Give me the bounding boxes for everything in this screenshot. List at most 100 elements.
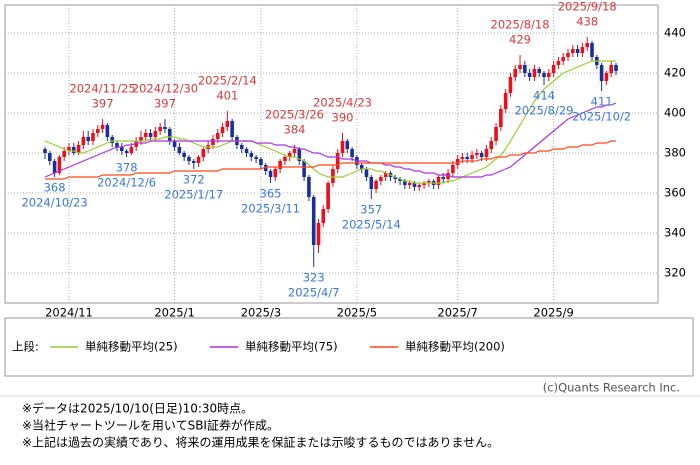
candle-body [105, 125, 110, 137]
legend-label: 単純移動平均(75) [245, 340, 338, 354]
legend-box [4, 317, 694, 377]
candle-body [167, 129, 172, 141]
candle-body [436, 177, 441, 185]
high-date-label: 2024/11/25 [69, 82, 135, 96]
high-value-label: 384 [284, 123, 306, 137]
low-date-label: 2025/8/29 [515, 104, 574, 118]
candle-body [460, 157, 465, 159]
moving-average-line [44, 102, 617, 178]
candle-body [143, 133, 148, 137]
candle-body [470, 155, 474, 159]
candle-body [374, 181, 378, 189]
candle-body [191, 161, 196, 163]
candle-body [422, 183, 426, 185]
legend-label: 単純移動平均(200) [405, 340, 505, 354]
plot-frame [4, 4, 659, 304]
candle-body [575, 49, 580, 53]
candle-body [134, 141, 138, 147]
candle-body [297, 149, 302, 161]
y-tick-label: 440 [664, 26, 686, 40]
candle-body [124, 151, 129, 153]
candle-body [494, 127, 498, 141]
candle-body [599, 65, 604, 81]
x-tick-label: 2025/9 [533, 306, 573, 320]
candle-body [86, 137, 90, 141]
candle-body [139, 137, 143, 141]
candle-body [451, 165, 455, 173]
candle-body [427, 181, 431, 183]
candle-body [47, 153, 52, 161]
candle-body [326, 183, 330, 209]
candle-body [148, 133, 153, 137]
credit: (c)Quants Research Inc. [543, 381, 680, 395]
candle-body [547, 73, 551, 77]
candle-body [230, 121, 234, 137]
x-tick-label: 2025/1 [154, 306, 194, 320]
high-value-label: 429 [509, 33, 531, 47]
candle-body [249, 153, 254, 157]
candle-body [532, 69, 537, 77]
candle-body [158, 127, 162, 131]
moving-average-line [45, 140, 616, 180]
candle-body [244, 149, 249, 153]
candle-body [268, 171, 273, 177]
candle-body [518, 65, 522, 69]
legend-label: 単純移動平均(25) [85, 340, 178, 354]
high-value-label: 397 [92, 97, 114, 111]
y-tick-label: 400 [664, 106, 686, 120]
high-value-label: 397 [154, 97, 176, 111]
candle-body [307, 177, 311, 197]
candle-body [316, 223, 321, 245]
candle-body [542, 73, 546, 77]
low-value-label: 368 [44, 181, 66, 195]
candle-body [187, 157, 191, 161]
candle-body [580, 47, 585, 53]
candle-body [359, 165, 364, 169]
candle-body [561, 57, 566, 61]
candle-body [292, 149, 297, 153]
candle-body [278, 161, 282, 169]
candle-body [364, 169, 369, 177]
high-value-label: 390 [332, 111, 354, 125]
candle-body [172, 141, 177, 147]
candle-body [398, 179, 402, 181]
candle-body [57, 157, 62, 173]
candle-body [489, 141, 494, 149]
candle-body [412, 183, 417, 187]
moving-average-line [44, 60, 616, 184]
low-date-label: 2024/10/23 [21, 196, 87, 210]
candle-body [508, 77, 513, 93]
candle-body [110, 137, 114, 143]
low-date-label: 2025/3/11 [241, 202, 300, 216]
candle-body [76, 145, 81, 153]
candle-body [379, 177, 383, 181]
candle-body [302, 161, 306, 177]
candle-body [566, 53, 570, 57]
candle-body [393, 177, 398, 179]
x-tick-label: 2025/3 [241, 306, 281, 320]
high-date-label: 2025/9/18 [558, 0, 617, 14]
candle-body [254, 157, 258, 159]
candle-body [273, 169, 278, 177]
candle-body [441, 177, 446, 179]
candle-body [585, 43, 590, 47]
candle-body [220, 127, 225, 133]
candle-body [259, 159, 263, 165]
high-value-label: 438 [576, 15, 598, 29]
candle-body [503, 93, 508, 109]
candle-body [95, 129, 100, 133]
y-tick-label: 360 [664, 186, 686, 200]
candle-body [129, 147, 134, 153]
low-value-label: 411 [591, 95, 613, 109]
candle-body [407, 183, 412, 185]
candle-body [119, 147, 124, 151]
candle-body [153, 131, 158, 137]
note: ※データは2025/10/10(日足)10:30時点。 [22, 401, 253, 416]
candle-body [369, 177, 374, 189]
high-date-label: 2025/4/23 [313, 96, 372, 110]
candle-body [67, 147, 71, 151]
candle-body [465, 157, 470, 159]
high-value-label: 401 [216, 89, 238, 103]
candle-body [335, 153, 340, 169]
candle-body [479, 153, 484, 157]
